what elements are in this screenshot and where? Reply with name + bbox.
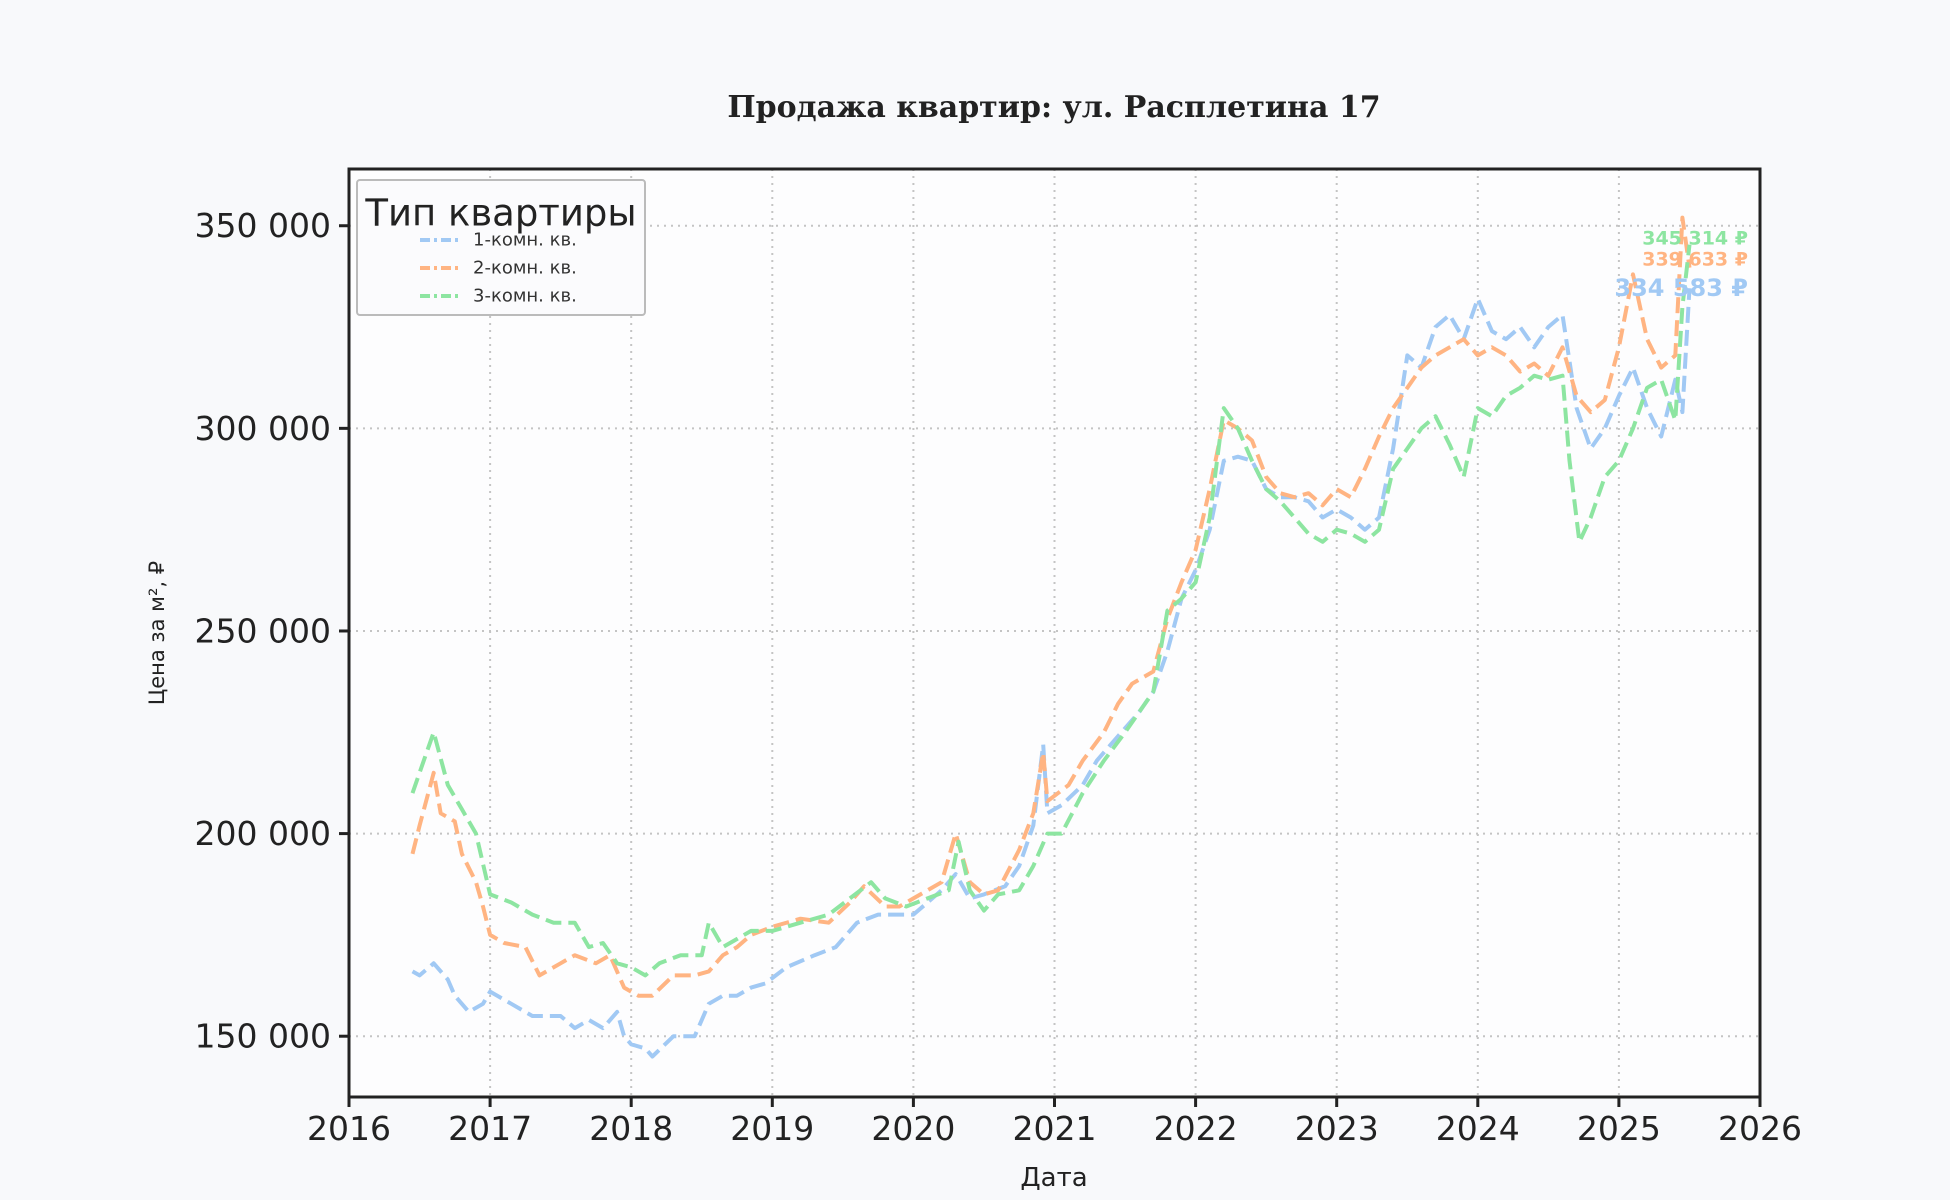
x-tick-label: 2026 bbox=[1718, 1109, 1802, 1148]
end-labels: 334 583 ₽ 339 633 ₽345 314 ₽ bbox=[1614, 228, 1748, 302]
legend-title: Тип квартиры bbox=[364, 192, 636, 235]
end-value-label-1: 334 583 ₽ bbox=[1614, 274, 1748, 302]
legend-box bbox=[356, 179, 646, 316]
y-tick-label: 350 000 bbox=[195, 206, 331, 245]
x-tick-label: 2025 bbox=[1577, 1109, 1661, 1148]
x-tick-label: 2017 bbox=[448, 1109, 532, 1148]
legend-label-3: 3-комн. кв. bbox=[473, 286, 577, 307]
y-tick-label: 300 000 bbox=[195, 409, 331, 448]
x-tick-label: 2019 bbox=[730, 1109, 814, 1148]
x-tick-label: 2018 bbox=[589, 1109, 673, 1148]
series-lines bbox=[410, 215, 1692, 1059]
x-tick-label: 2021 bbox=[1013, 1109, 1097, 1148]
axis-ticks: 2016 2017 2018 2019 2020 2021 2022 2023 2024 2025… bbox=[195, 206, 1802, 1148]
x-tick-label: 2016 bbox=[307, 1109, 391, 1148]
y-axis-title: Цена за м², ₽ bbox=[145, 561, 169, 705]
chart-title: Продажа квартир: ул. Расплетина 17 bbox=[727, 90, 1380, 125]
x-tick-label: 2024 bbox=[1436, 1109, 1520, 1148]
series-line-2 bbox=[410, 215, 1692, 998]
x-axis-title: Дата bbox=[1020, 1163, 1087, 1193]
y-tick-label: 250 000 bbox=[195, 611, 331, 650]
legend-label-2: 2-комн. кв. bbox=[473, 258, 577, 279]
legend-label-1: 1-комн. кв. bbox=[473, 230, 577, 251]
series-line-1 bbox=[411, 288, 1692, 1059]
x-tick-label: 2022 bbox=[1154, 1109, 1238, 1148]
y-tick-label: 150 000 bbox=[195, 1017, 331, 1056]
end-value-label-3: 345 314 ₽ bbox=[1642, 228, 1748, 250]
series-line-3 bbox=[410, 244, 1692, 978]
legend: Тип квартиры 1-комн. кв. 2-комн. кв. 3-ком… bbox=[356, 179, 646, 316]
end-value-label-2: 339 633 ₽ bbox=[1642, 249, 1748, 271]
x-tick-label: 2023 bbox=[1295, 1109, 1379, 1148]
y-tick-label: 200 000 bbox=[195, 814, 331, 853]
x-tick-label: 2020 bbox=[871, 1109, 955, 1148]
